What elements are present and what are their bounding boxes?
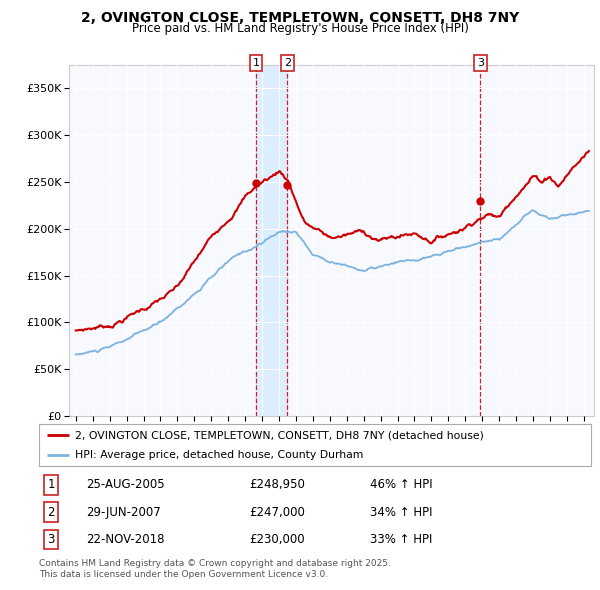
Text: 25-AUG-2005: 25-AUG-2005: [86, 478, 164, 491]
Text: 1: 1: [253, 58, 260, 68]
Text: 3: 3: [477, 58, 484, 68]
Text: £247,000: £247,000: [249, 506, 305, 519]
Bar: [256, 65, 287, 416]
Text: £248,950: £248,950: [249, 478, 305, 491]
Text: Price paid vs. HM Land Registry's House Price Index (HPI): Price paid vs. HM Land Registry's House …: [131, 22, 469, 35]
Text: 2: 2: [47, 506, 55, 519]
Text: 2, OVINGTON CLOSE, TEMPLETOWN, CONSETT, DH8 7NY (detached house): 2, OVINGTON CLOSE, TEMPLETOWN, CONSETT, …: [75, 430, 484, 440]
Text: HPI: Average price, detached house, County Durham: HPI: Average price, detached house, Coun…: [75, 450, 363, 460]
Text: 22-NOV-2018: 22-NOV-2018: [86, 533, 164, 546]
Text: 2, OVINGTON CLOSE, TEMPLETOWN, CONSETT, DH8 7NY: 2, OVINGTON CLOSE, TEMPLETOWN, CONSETT, …: [81, 11, 519, 25]
Text: 33% ↑ HPI: 33% ↑ HPI: [370, 533, 433, 546]
Text: 34% ↑ HPI: 34% ↑ HPI: [370, 506, 433, 519]
Text: £230,000: £230,000: [249, 533, 304, 546]
Text: 29-JUN-2007: 29-JUN-2007: [86, 506, 161, 519]
Text: 3: 3: [47, 533, 55, 546]
Text: 46% ↑ HPI: 46% ↑ HPI: [370, 478, 433, 491]
Text: Contains HM Land Registry data © Crown copyright and database right 2025.
This d: Contains HM Land Registry data © Crown c…: [39, 559, 391, 579]
Text: 1: 1: [47, 478, 55, 491]
Text: 2: 2: [284, 58, 291, 68]
